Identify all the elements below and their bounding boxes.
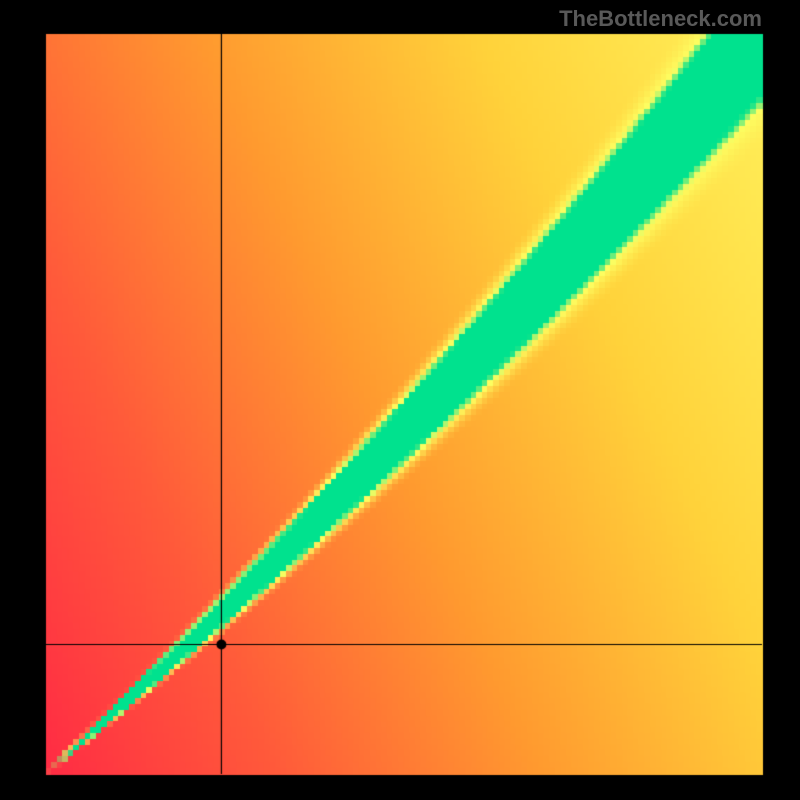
- bottleneck-heatmap: [0, 0, 800, 800]
